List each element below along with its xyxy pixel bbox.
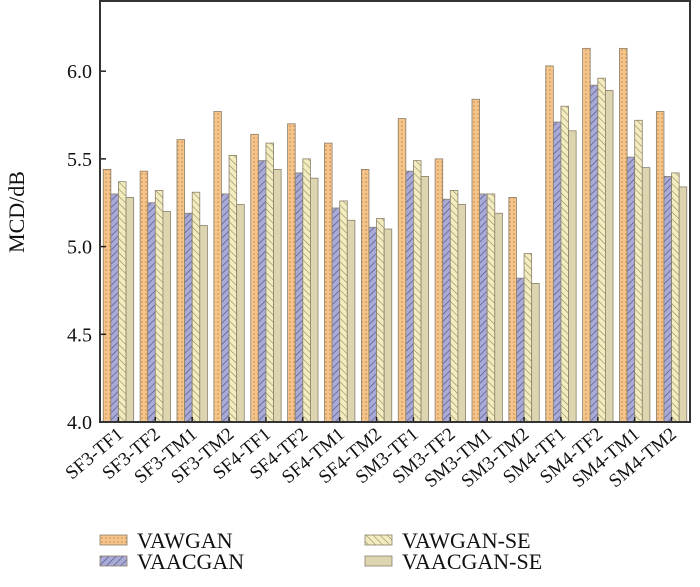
- legend-label-vaacgan: VAACGAN: [137, 549, 244, 574]
- bar-vaacgan-sm4-tf1: [552, 121, 562, 423]
- bar-vawgan-sm4-tf2: [582, 47, 591, 423]
- bar-vawgan-se-sf4-tm2: [376, 218, 385, 423]
- y-axis-label: MCD/dB: [4, 171, 29, 253]
- bar-vaacgan-sm3-tm1: [479, 193, 488, 423]
- y-tick-label: 6.0: [67, 61, 92, 83]
- legend-label-vaacgan-se: VAACGAN-SE: [402, 549, 542, 574]
- bar-vaacgan-se-sf3-tf2: [162, 211, 171, 423]
- bar-vaacgan-sf3-tf1: [110, 193, 119, 423]
- bar-vawgan-se-sf4-tf2: [302, 158, 311, 423]
- bar-vaacgan-sm4-tf2: [589, 84, 599, 423]
- bar-vawgan-sf3-tf2: [139, 170, 149, 423]
- bar-vawgan-se-sf3-tf1: [118, 181, 127, 423]
- bar-vaacgan-se-sm3-tf2: [457, 204, 466, 423]
- bar-vaacgan-se-sm3-tm1: [494, 212, 503, 423]
- bar-vaacgan-sf4-tm1: [331, 207, 341, 423]
- bar-vawgan-se-sf3-tm1: [191, 191, 201, 423]
- bar-vaacgan-se-sf4-tm2: [383, 228, 393, 423]
- legend-swatch-vaacgan-se: [364, 555, 393, 567]
- bar-vaacgan-sf3-tf2: [147, 202, 156, 423]
- bar-vawgan-sf3-tm1: [176, 139, 185, 423]
- bar-vaacgan-se-sf4-tm1: [346, 219, 356, 423]
- legend-label-vawgan: VAWGAN: [137, 528, 233, 553]
- bar-vaacgan-sf4-tf2: [294, 172, 304, 423]
- bar-vawgan-sm4-tf1: [545, 65, 554, 423]
- bar-vaacgan-sm4-tm1: [626, 156, 636, 423]
- bar-vaacgan-sm3-tm2: [516, 277, 525, 423]
- bar-vaacgan-sm4-tm2: [663, 176, 672, 423]
- bar-vawgan-se-sf4-tm1: [339, 200, 348, 423]
- bar-vawgan-se-sm4-tf2: [597, 77, 606, 423]
- bar-vawgan-sm3-tm2: [508, 197, 517, 423]
- bar-vawgan-se-sf4-tf1: [265, 142, 274, 423]
- bar-vaacgan-se-sf3-tf1: [125, 197, 135, 423]
- legend-swatch-vaacgan: [99, 555, 128, 567]
- bar-vawgan-sf4-tf2: [287, 123, 296, 423]
- bar-vawgan-sf3-tm2: [213, 111, 222, 423]
- legend-swatch-vawgan-se: [364, 534, 393, 546]
- bar-vaacgan-se-sf4-tf2: [310, 177, 319, 423]
- plot-frame: [99, 0, 691, 423]
- bar-vaacgan-sf3-tm2: [221, 193, 230, 423]
- bar-vawgan-se-sf3-tm2: [228, 154, 238, 423]
- bar-vawgan-se-sm3-tm2: [523, 253, 533, 423]
- bar-vaacgan-sf4-tm2: [368, 226, 377, 423]
- bar-vaacgan-se-sm4-tf1: [568, 130, 577, 423]
- bar-vawgan-sf4-tm2: [360, 168, 370, 423]
- bar-vawgan-se-sm3-tm1: [486, 193, 496, 423]
- bar-vawgan-sf3-tf1: [102, 168, 112, 423]
- bar-vaacgan-se-sm3-tf1: [420, 176, 430, 423]
- bar-vawgan-se-sm3-tf2: [449, 190, 459, 423]
- y-tick-label: 5.5: [67, 149, 92, 171]
- bar-vawgan-sf4-tf1: [250, 133, 259, 423]
- bar-vawgan-se-sm4-tm2: [671, 172, 680, 423]
- y-tick-label: 5.0: [67, 237, 92, 259]
- bar-vaacgan-se-sm4-tm1: [641, 167, 651, 423]
- bar-vawgan-se-sf3-tf2: [154, 190, 164, 423]
- bar-vaacgan-se-sm4-tm2: [678, 186, 688, 423]
- bar-vawgan-se-sm3-tf1: [413, 160, 422, 423]
- bar-vaacgan-se-sf3-tm1: [199, 225, 208, 423]
- bar-vaacgan-se-sf3-tm2: [236, 204, 245, 423]
- bar-vaacgan-sf3-tm1: [184, 212, 193, 423]
- legend-label-vawgan-se: VAWGAN-SE: [402, 528, 531, 553]
- y-tick-label: 4.5: [67, 324, 92, 346]
- bar-vawgan-sm3-tf2: [434, 158, 444, 423]
- y-tick-label: 4.0: [67, 412, 92, 434]
- bar-vawgan-sm4-tm1: [619, 47, 628, 423]
- bar-vawgan-sm4-tm2: [655, 111, 665, 423]
- bar-vaacgan-se-sf4-tf1: [273, 168, 282, 423]
- bar-vaacgan-se-sm4-tf2: [605, 90, 614, 423]
- legend-swatch-vawgan: [99, 534, 128, 546]
- bar-vaacgan-sf4-tf1: [257, 160, 267, 423]
- bar-vawgan-sf4-tm1: [324, 142, 333, 423]
- bar-vaacgan-sm3-tf2: [442, 198, 451, 423]
- bar-vawgan-sm3-tm1: [471, 98, 480, 423]
- bar-vaacgan-sm3-tf1: [405, 170, 414, 423]
- bar-vaacgan-se-sm3-tm2: [531, 283, 540, 423]
- bar-vawgan-sm3-tf1: [397, 118, 407, 423]
- bar-vawgan-se-sm4-tm1: [634, 119, 643, 423]
- bar-vawgan-se-sm4-tf1: [560, 105, 569, 423]
